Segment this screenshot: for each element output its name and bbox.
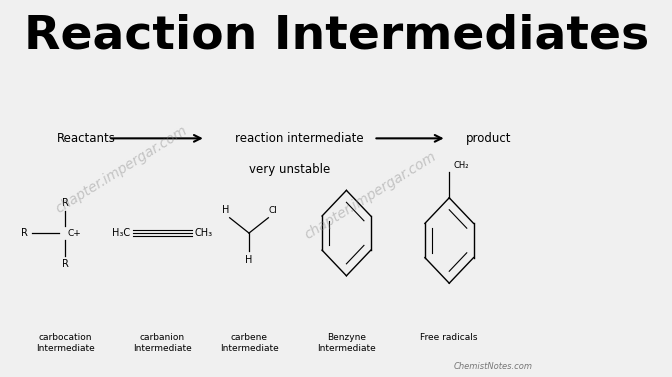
- Text: carbocation
Intermediate: carbocation Intermediate: [36, 333, 94, 353]
- Text: Reactants: Reactants: [57, 132, 116, 145]
- Text: reaction intermediate: reaction intermediate: [235, 132, 364, 145]
- Text: R: R: [62, 198, 69, 207]
- Text: carbanion
Intermediate: carbanion Intermediate: [133, 333, 192, 353]
- Text: Benzyne
Intermediate: Benzyne Intermediate: [317, 333, 376, 353]
- Text: chapter.impergar.com: chapter.impergar.com: [302, 150, 439, 242]
- Text: H: H: [222, 205, 229, 215]
- Text: carbene
Intermediate: carbene Intermediate: [220, 333, 278, 353]
- Text: Free radicals: Free radicals: [421, 333, 478, 342]
- Text: CH₂: CH₂: [454, 161, 469, 170]
- Text: chapter.impergar.com: chapter.impergar.com: [53, 124, 190, 216]
- Text: Cl: Cl: [268, 206, 278, 215]
- Text: product: product: [466, 132, 511, 145]
- Text: very unstable: very unstable: [249, 163, 330, 176]
- Text: CH₃: CH₃: [195, 228, 213, 238]
- Text: R: R: [21, 228, 28, 238]
- Text: R: R: [62, 259, 69, 268]
- Text: H₃C: H₃C: [112, 228, 130, 238]
- Text: Reaction Intermediates: Reaction Intermediates: [24, 14, 650, 59]
- Text: ChemistNotes.com: ChemistNotes.com: [454, 362, 533, 371]
- Text: H: H: [245, 254, 253, 265]
- Text: C+: C+: [68, 228, 81, 238]
